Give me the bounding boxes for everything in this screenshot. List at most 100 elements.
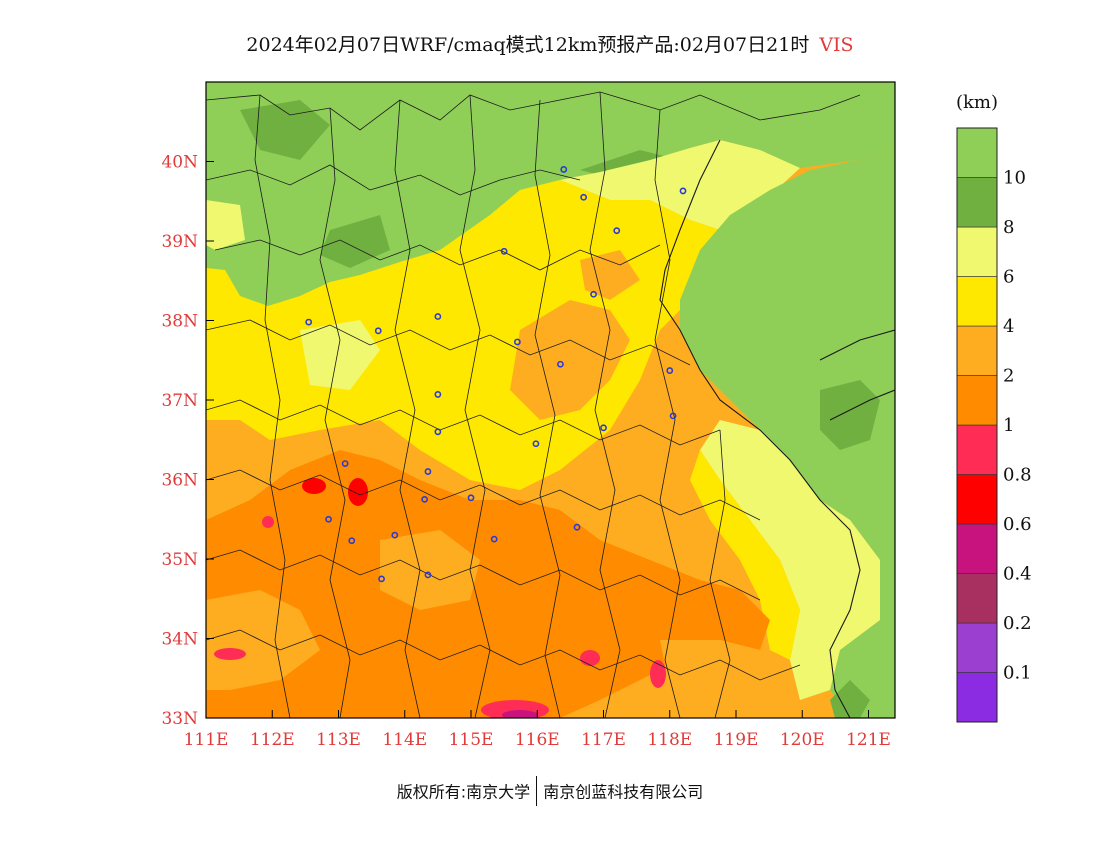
colorbar-label: 0.1 <box>1003 663 1032 684</box>
boundary-line <box>319 107 351 718</box>
field-east-clear <box>680 150 895 718</box>
colorbar-swatch <box>956 127 998 178</box>
lon-tick-label: 116E <box>515 730 560 750</box>
lon-tick-label: 113E <box>316 730 361 750</box>
field-south-orange <box>206 450 770 718</box>
lat-tick-label: 36N <box>161 471 198 491</box>
boundary-line <box>589 91 621 718</box>
city-marker <box>573 523 581 531</box>
city-marker <box>669 412 677 420</box>
boundary-line <box>206 319 691 366</box>
colorbar-label: 6 <box>1003 267 1014 288</box>
field-coastal-light <box>700 420 880 700</box>
field-south-moderate-b <box>380 530 480 610</box>
colorbar-swatch <box>956 424 998 475</box>
lat-tick-label: 35N <box>161 550 198 570</box>
lat-tick-label: 33N <box>161 709 198 729</box>
lat-tick-label: 40N <box>161 153 198 173</box>
city-marker <box>391 531 399 539</box>
city-marker <box>590 290 597 298</box>
city-marker <box>557 360 564 368</box>
city-marker <box>580 193 588 201</box>
colorbar-label: 4 <box>1003 316 1014 337</box>
boundary-line <box>206 469 761 521</box>
lon-tick-label: 114E <box>382 730 427 750</box>
field-north-dark <box>240 100 700 268</box>
visibility-field <box>206 82 895 718</box>
boundary-line <box>459 94 491 718</box>
field-low-spot-8 <box>502 710 538 718</box>
field-north-light <box>560 140 800 230</box>
footer: 版权所有:南京大学 南京创蓝科技有限公司 <box>0 776 1100 808</box>
title-main: 2024年02月07日WRF/cmaq模式12km预报产品:02月07日21时 <box>246 34 810 56</box>
colorbar-swatch <box>956 325 998 376</box>
colorbar-swatch <box>956 375 998 426</box>
footer-divider <box>536 776 538 806</box>
lon-tick-label: 118E <box>647 730 692 750</box>
city-marker <box>421 495 429 503</box>
field-east-dark <box>820 380 880 718</box>
boundary-line <box>394 99 421 718</box>
city-marker <box>513 338 521 346</box>
colorbar-frame <box>956 127 998 723</box>
city-marker <box>434 391 442 398</box>
city-marker <box>500 247 508 255</box>
company-text: 南京创蓝科技有限公司 <box>543 782 704 802</box>
colorbar-swatch <box>956 622 998 673</box>
lon-tick-label: 115E <box>449 730 494 750</box>
colorbar-swatch <box>956 177 998 228</box>
field-coastal-yellow <box>690 450 800 660</box>
boundary-line <box>206 629 801 681</box>
colorbar-swatch <box>956 573 998 624</box>
title-variable: VIS <box>819 34 854 56</box>
lon-tick-label: 111E <box>184 730 229 750</box>
field-south-moderate-c <box>660 640 770 718</box>
colorbar-label: 0.4 <box>1003 564 1032 585</box>
copyright-text: 版权所有:南京大学 <box>396 782 531 802</box>
city-markers <box>305 166 687 583</box>
colorbar-label: 2 <box>1003 366 1014 387</box>
boundary-line <box>206 399 721 446</box>
city-marker <box>666 367 674 374</box>
lat-tick-label: 39N <box>161 232 198 252</box>
colorbar-label: 0.6 <box>1003 514 1032 535</box>
city-marker <box>467 494 475 502</box>
lat-tick-label: 38N <box>161 312 198 332</box>
lon-tick-label: 119E <box>714 730 759 750</box>
colorbar-swatch <box>956 474 998 525</box>
city-marker <box>305 318 313 326</box>
lon-axis: 111E 112E 113E 114E 115E 116E 117E 118E 119E 120E… <box>184 710 891 750</box>
boundary-line <box>254 94 291 718</box>
lat-tick-label: 37N <box>161 391 198 411</box>
city-marker <box>434 313 442 320</box>
colorbar-label: 10 <box>1003 168 1026 189</box>
boundary-line <box>206 549 761 601</box>
city-marker <box>424 571 432 579</box>
city-marker <box>560 166 568 173</box>
colorbar: 0.1 0.2 0.4 0.6 0.8 1 2 4 6 8 10 (km) <box>956 92 1032 723</box>
field-low-spot-3 <box>262 516 274 528</box>
colorbar-label: 0.2 <box>1003 613 1032 634</box>
city-marker <box>424 468 432 475</box>
lat-axis: 33N 34N 35N 36N 37N 38N 39N 40N <box>161 153 214 729</box>
colorbar-swatch <box>956 276 998 327</box>
boundary-line <box>654 109 681 718</box>
chart-title: 2024年02月07日WRF/cmaq模式12km预报产品:02月07日21时 V… <box>0 30 1100 57</box>
colorbar-label: 8 <box>1003 217 1014 238</box>
boundary-line <box>709 429 731 718</box>
field-south-moderate-a <box>206 590 320 690</box>
colorbar-unit: (km) <box>956 92 998 113</box>
city-marker <box>374 327 382 335</box>
colorbar-swatch <box>956 226 998 277</box>
coastline <box>819 329 895 421</box>
field-central-orange <box>510 300 630 420</box>
city-marker <box>348 537 356 545</box>
colorbar-swatch <box>956 523 998 574</box>
lon-tick-label: 117E <box>581 730 626 750</box>
city-marker <box>490 535 498 543</box>
city-marker <box>679 187 687 195</box>
city-marker <box>532 440 540 448</box>
field-yellow-pale <box>206 200 380 390</box>
boundary-lines <box>206 91 895 718</box>
